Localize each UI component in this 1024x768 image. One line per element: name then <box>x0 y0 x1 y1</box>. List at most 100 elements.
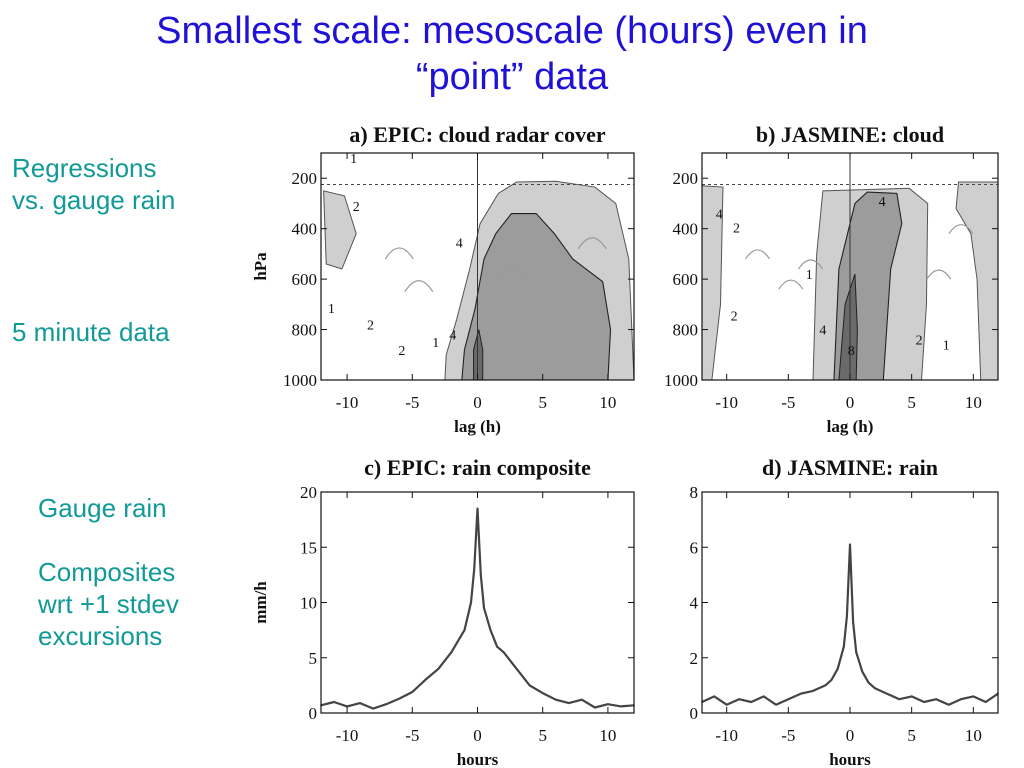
x-tick-label: -10 <box>715 726 738 745</box>
note-regressions-line-2: vs. gauge rain <box>12 185 176 215</box>
rain-data-point <box>470 601 472 604</box>
rain-data-point <box>581 698 583 701</box>
rain-data-point <box>824 684 827 687</box>
rain-data-point <box>923 701 925 703</box>
contour-label: 1 <box>328 302 335 317</box>
rain-data-point <box>852 621 854 623</box>
rain-data-point <box>947 703 950 706</box>
x-tick-label: -5 <box>405 393 419 412</box>
note-regressions-line-1: Regressions <box>12 153 157 183</box>
y-axis-label: hPa <box>251 252 270 281</box>
y-axis-label: mm/h <box>251 581 270 624</box>
rain-data-point <box>359 702 361 704</box>
y-tick-label: 600 <box>673 270 699 289</box>
x-tick-label: -10 <box>336 726 359 745</box>
rain-data-point <box>830 679 833 681</box>
contour-label: 4 <box>716 208 723 223</box>
contour-label: 1 <box>350 152 357 167</box>
x-tick-label: -5 <box>405 726 419 745</box>
x-axis-label: lag (h) <box>827 417 874 436</box>
x-tick-label: 0 <box>846 726 855 745</box>
y-tick-label: 10 <box>300 594 317 613</box>
y-tick-label: 15 <box>300 538 317 557</box>
y-tick-label: 600 <box>292 270 318 289</box>
contour-line <box>926 269 952 280</box>
rain-data-point <box>554 698 557 701</box>
x-tick-label: -5 <box>781 393 795 412</box>
rain-data-point <box>738 698 740 700</box>
panel-title: b) JASMINE: cloud <box>756 122 944 147</box>
x-axis-label: hours <box>457 750 499 768</box>
rain-data-point <box>476 507 479 510</box>
rain-data-point <box>910 695 913 698</box>
cloud-region-light <box>702 185 724 380</box>
y-tick-label: 0 <box>309 704 318 723</box>
rain-data-point <box>346 705 348 708</box>
y-tick-label: 1000 <box>283 371 317 390</box>
x-tick-label: 0 <box>846 393 855 412</box>
rain-data-point <box>750 701 753 703</box>
slide-title-line-2: “point” data <box>415 56 609 98</box>
rain-data-point <box>457 640 459 642</box>
contour-line <box>948 224 974 235</box>
contour-label: 8 <box>848 344 855 359</box>
note-five-minute: 5 minute data <box>12 317 170 347</box>
note-composites-line-1: Composites <box>38 557 176 587</box>
rain-data-point <box>799 692 802 695</box>
y-tick-label: 2 <box>690 649 699 668</box>
contour-label: 2 <box>398 344 405 359</box>
note-gauge-rain: Gauge rain <box>38 493 167 523</box>
cloud-region-light <box>323 190 357 270</box>
rain-data-point <box>984 701 987 703</box>
rain-data-point <box>411 691 414 693</box>
contour-line <box>577 237 607 250</box>
panel-title: a) EPIC: cloud radar cover <box>349 122 605 147</box>
contour-label: 4 <box>819 324 826 339</box>
rain-data-point <box>861 670 864 673</box>
y-tick-label: 20 <box>300 483 317 502</box>
panel-c: c) EPIC: rain composite -10 -5 0 5 10 0 5 10 15 20… <box>251 455 635 768</box>
rain-data-point <box>620 705 622 708</box>
cloud-region-dark <box>473 329 484 380</box>
rain-data-point <box>762 695 765 698</box>
rain-data-point <box>385 703 388 705</box>
rain-data-point <box>496 645 498 648</box>
x-tick-label: -10 <box>715 393 738 412</box>
note-composites-line-3: excursions <box>38 621 163 651</box>
contour-label: 4 <box>456 237 463 252</box>
slide-title: Smallest scale: mesoscale (hours) even i… <box>0 8 1024 100</box>
rain-data-point <box>398 697 401 700</box>
x-tick-label: 10 <box>965 726 982 745</box>
contour-label: 4 <box>879 195 886 210</box>
x-axis-label: lag (h) <box>454 417 501 436</box>
x-tick-label: 5 <box>538 393 547 412</box>
y-tick-label: 400 <box>292 220 318 239</box>
rain-data-point <box>846 615 848 618</box>
rain-data-point <box>515 668 518 670</box>
rain-data-point <box>725 703 728 706</box>
rain-data-point <box>473 568 476 571</box>
contour-line <box>798 259 824 270</box>
x-tick-label: -5 <box>781 726 795 745</box>
rain-data-point <box>972 695 975 698</box>
y-tick-label: 200 <box>292 169 318 188</box>
rain-data-point <box>567 702 570 704</box>
contour-label: 2 <box>353 200 360 215</box>
contour-label: 2 <box>733 221 740 236</box>
y-tick-label: 6 <box>690 538 699 557</box>
rain-data-point <box>960 698 962 700</box>
rain-data-point <box>898 698 901 700</box>
slide-title-line-1: Smallest scale: mesoscale (hours) even i… <box>156 10 868 52</box>
rain-data-point <box>483 607 485 609</box>
y-tick-label: 0 <box>690 704 699 723</box>
rain-series-line <box>701 543 999 706</box>
panel-title: c) EPIC: rain composite <box>364 455 591 480</box>
x-tick-label: -10 <box>336 393 359 412</box>
contour-line <box>404 280 434 293</box>
x-tick-label: 0 <box>473 393 482 412</box>
contour-label: 4 <box>449 329 456 344</box>
